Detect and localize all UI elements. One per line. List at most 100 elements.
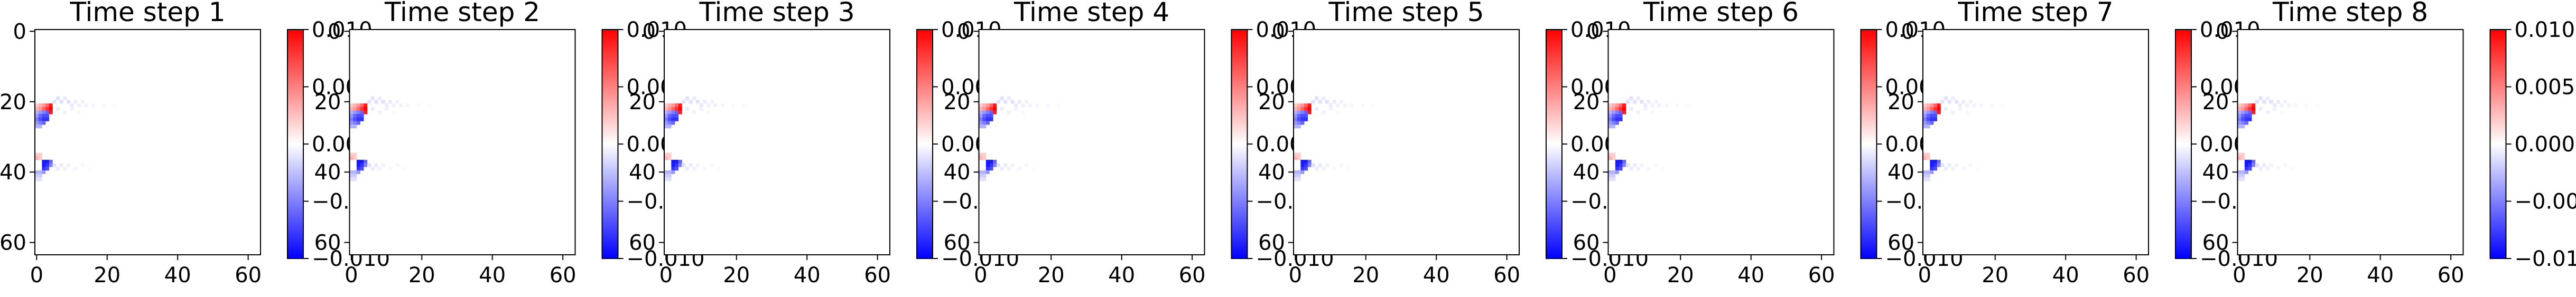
heatmap-cell (42, 121, 46, 125)
y-tick-label: 60 (1258, 231, 1285, 255)
heatmap-cell (1629, 107, 1633, 111)
heatmap-cell (1955, 163, 1959, 167)
panel-title: Time step 8 (2272, 0, 2428, 27)
x-tick-label: 0 (345, 263, 358, 288)
heatmap-cell (982, 174, 987, 178)
heatmap-cell (678, 103, 682, 108)
heatmap-cell (1647, 167, 1651, 171)
heatmap-cell (1021, 103, 1025, 108)
heatmap-cell (2269, 163, 2273, 167)
heatmap-cell (664, 177, 668, 181)
heatmap-cell (2248, 103, 2252, 108)
heatmap-cell (349, 110, 354, 114)
heatmap-cell (1360, 103, 1364, 108)
heatmap-cell (1615, 170, 1619, 174)
heatmap-cell (667, 117, 672, 121)
heatmap-cell (1346, 167, 1351, 171)
y-tick-label: 0 (643, 20, 656, 44)
heatmap-cell (2273, 103, 2277, 108)
heatmap-cell (1640, 163, 1644, 167)
heatmap-cell (667, 170, 672, 174)
x-tick-label: 20 (1038, 263, 1065, 288)
heatmap-cell (49, 110, 53, 114)
heatmap-cell (1619, 167, 1623, 171)
heatmap-cell (381, 163, 385, 167)
heatmap-cell (1612, 103, 1616, 108)
heatmap-cell (1003, 100, 1008, 104)
heatmap-cell (2241, 156, 2245, 160)
heatmap-cell (985, 159, 990, 164)
heatmap-cell (353, 177, 357, 181)
heatmap-cell (1664, 103, 1669, 108)
heatmap-cell (1035, 103, 1039, 108)
heatmap-cell (1629, 167, 1633, 171)
heatmap-background (1294, 30, 1519, 255)
heatmap-cell (1328, 103, 1333, 108)
heatmap-cell (979, 114, 983, 118)
heatmap-cell (1930, 121, 1934, 125)
heatmap-cell (989, 163, 993, 167)
heatmap-cell (1007, 96, 1011, 100)
heatmap-cell (2244, 159, 2248, 164)
heatmap-cell (353, 117, 357, 121)
heatmap-cell (38, 174, 42, 178)
heatmap-cell (699, 103, 703, 108)
heatmap-cell (985, 110, 990, 114)
heatmap-cell (1930, 107, 1934, 111)
panel-title: Time step 2 (384, 0, 540, 27)
heatmap-cell (685, 107, 690, 111)
heatmap-cell (364, 159, 368, 164)
colorbar (2489, 29, 2507, 259)
colorbar (601, 29, 619, 259)
heatmap-cell (985, 103, 990, 108)
x-tick-label: 60 (235, 263, 262, 288)
heatmap-cell (1923, 107, 1927, 111)
x-tick-label: 40 (2367, 263, 2394, 288)
x-tick-label: 20 (408, 263, 435, 288)
heatmap-cell (2262, 100, 2266, 104)
heatmap-cell (1615, 159, 1619, 164)
heatmap-cell (1304, 167, 1308, 171)
heatmap-cell (1636, 96, 1640, 100)
heatmap-cell (1930, 114, 1934, 118)
heatmap-cell (664, 110, 668, 114)
heatmap-cell (349, 124, 354, 129)
heatmap-cell (35, 170, 39, 174)
heatmap-cell (703, 167, 707, 171)
heatmap-cell (671, 114, 675, 118)
heatmap-cell (45, 163, 50, 167)
y-tick-label: 0 (13, 20, 26, 44)
heatmap-cell (77, 110, 81, 114)
heatmap-cell (1371, 103, 1375, 108)
heatmap-cell (364, 107, 368, 111)
heatmap-cell (1297, 174, 1301, 178)
heatmap-cell (1612, 121, 1616, 125)
heatmap-cell (1325, 100, 1329, 104)
heatmap-cell (49, 107, 53, 111)
heatmap-cell (1923, 121, 1927, 125)
heatmap-cell (70, 103, 74, 108)
heatmap-cell (667, 152, 672, 157)
y-tick-label: 0 (1586, 20, 1599, 44)
heatmap-cell (2241, 110, 2245, 114)
heatmap-cell (1300, 170, 1305, 174)
colorbar (1231, 29, 1248, 259)
heatmap-cell (2241, 117, 2245, 121)
heatmap-cell (667, 114, 672, 118)
heatmap-cell (1923, 152, 1927, 157)
heatmap-cell (2286, 103, 2291, 108)
heatmap-cell (42, 167, 46, 171)
heatmap-cell (2237, 177, 2242, 181)
heatmap-cell (35, 121, 39, 125)
x-tick-label: 0 (1289, 263, 1302, 288)
heatmap-cell (2255, 100, 2259, 104)
heatmap-cell (2241, 177, 2245, 181)
colorbar (1860, 29, 1877, 259)
heatmap-cell (1961, 100, 1966, 104)
heatmap-cell (2241, 124, 2245, 129)
heatmap-cell (671, 159, 675, 164)
heatmap-cell (1961, 167, 1966, 171)
panel-5: Time step 502040600204060−0.010−0.0050.0… (1258, 0, 1649, 288)
heatmap-cell (2237, 121, 2242, 125)
heatmap-cell (1615, 167, 1619, 171)
